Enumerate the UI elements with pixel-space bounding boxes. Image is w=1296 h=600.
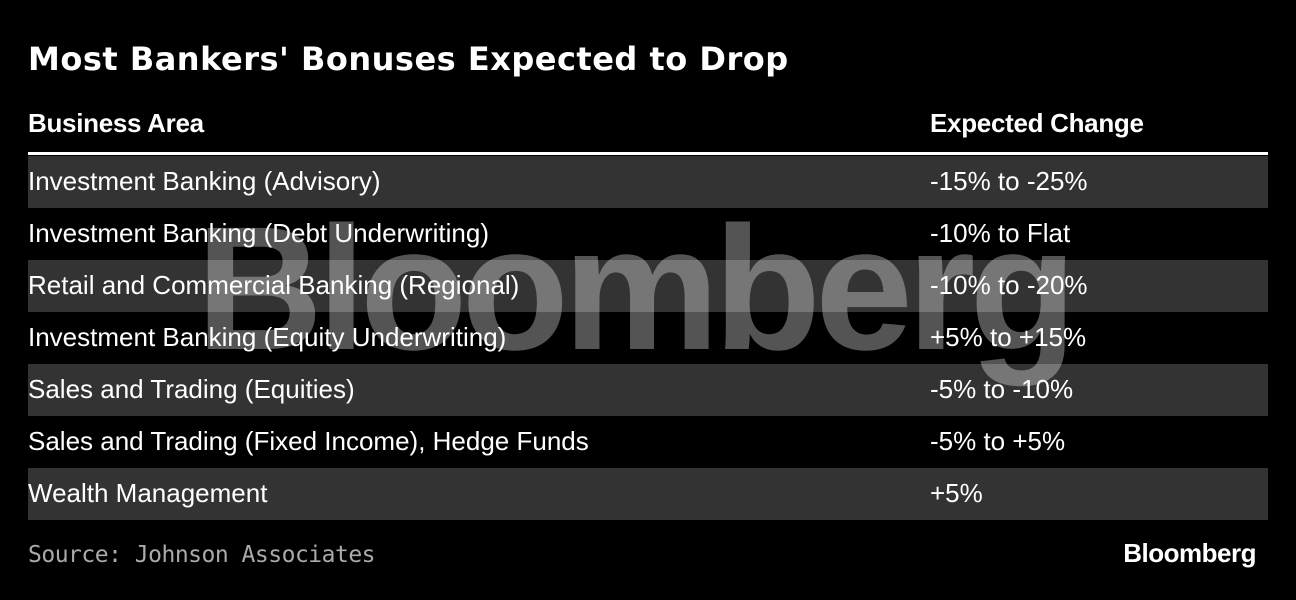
table-cell: -10% to -20%: [930, 270, 1088, 300]
table-cell: Investment Banking (Advisory): [28, 166, 381, 196]
table-row: Investment Banking (Equity Underwriting)…: [28, 312, 1268, 364]
logo: Bloomberg: [1123, 538, 1256, 568]
table-cell: -5% to +5%: [930, 426, 1066, 456]
table-cell: Investment Banking (Debt Underwriting): [28, 218, 489, 248]
table-cell: +5% to +15%: [930, 322, 1087, 352]
table-row: Sales and Trading (Fixed Income), Hedge …: [28, 416, 1268, 468]
table-cell: -10% to Flat: [930, 218, 1071, 248]
table-cell: Wealth Management: [28, 478, 268, 508]
table-cell: -5% to -10%: [930, 374, 1074, 404]
table-cell: -15% to -25%: [930, 166, 1088, 196]
table-body: Investment Banking (Advisory) -15% to -25…: [28, 156, 1268, 520]
table-cell: +5%: [930, 478, 983, 508]
source: Source: Johnson Associates: [28, 542, 376, 568]
column-header: Expected Change: [930, 108, 1144, 138]
header-rule: [28, 152, 1268, 155]
table-cell: Investment Banking (Equity Underwriting): [28, 322, 507, 352]
table-cell: Sales and Trading (Fixed Income), Hedge …: [28, 426, 589, 456]
table-row: Retail and Commercial Banking (Regional)…: [28, 260, 1268, 312]
column-header: Business Area: [28, 108, 204, 138]
table-row: Investment Banking (Advisory) -15% to -25…: [28, 156, 1268, 208]
table-cell: Retail and Commercial Banking (Regional): [28, 270, 520, 300]
table-row: Wealth Management +5%: [28, 468, 1268, 520]
table-row: Sales and Trading (Equities) -5% to -10%: [28, 364, 1268, 416]
table-row: Investment Banking (Debt Underwriting) -1…: [28, 208, 1268, 260]
title: Most Bankers' Bonuses Expected to Drop: [28, 40, 789, 78]
table-cell: Sales and Trading (Equities): [28, 374, 355, 404]
